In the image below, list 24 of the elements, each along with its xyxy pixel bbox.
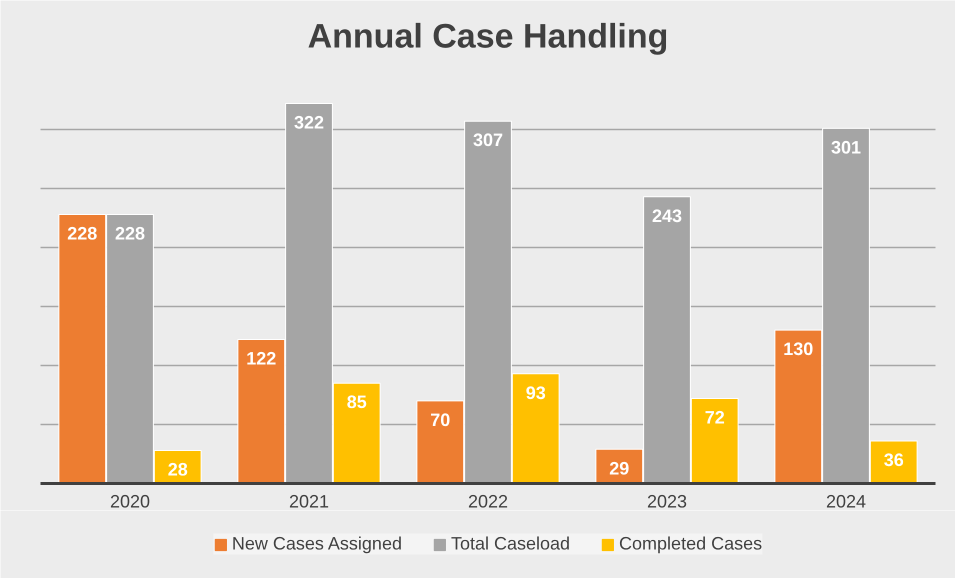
data-label: 228 bbox=[114, 223, 146, 244]
data-label: 93 bbox=[526, 382, 546, 403]
data-label: 322 bbox=[294, 112, 324, 133]
x-tick-label: 2020 bbox=[110, 492, 150, 512]
x-tick-label: 2024 bbox=[826, 492, 866, 512]
data-label: 301 bbox=[830, 137, 862, 158]
legend-label: Completed Cases bbox=[619, 534, 762, 554]
x-tick-label: 2021 bbox=[288, 492, 330, 512]
data-label: 28 bbox=[168, 459, 188, 480]
x-tick-label: 2022 bbox=[468, 492, 508, 512]
data-label: 36 bbox=[884, 450, 904, 470]
data-label: 85 bbox=[346, 392, 367, 412]
data-label: 243 bbox=[652, 206, 682, 226]
legend-label: New Cases Assigned bbox=[232, 534, 402, 554]
chart-title: Annual Case Handling bbox=[308, 18, 668, 56]
data-label: 228 bbox=[67, 223, 98, 244]
data-label: 307 bbox=[472, 130, 504, 150]
data-label: 122 bbox=[246, 348, 276, 369]
data-label: 29 bbox=[609, 458, 630, 478]
data-label: 72 bbox=[704, 408, 725, 428]
data-label: 130 bbox=[783, 339, 814, 360]
x-tick-label: 2023 bbox=[646, 492, 688, 512]
data-label: 70 bbox=[430, 410, 450, 430]
legend-label: Total Caseload bbox=[450, 534, 570, 554]
